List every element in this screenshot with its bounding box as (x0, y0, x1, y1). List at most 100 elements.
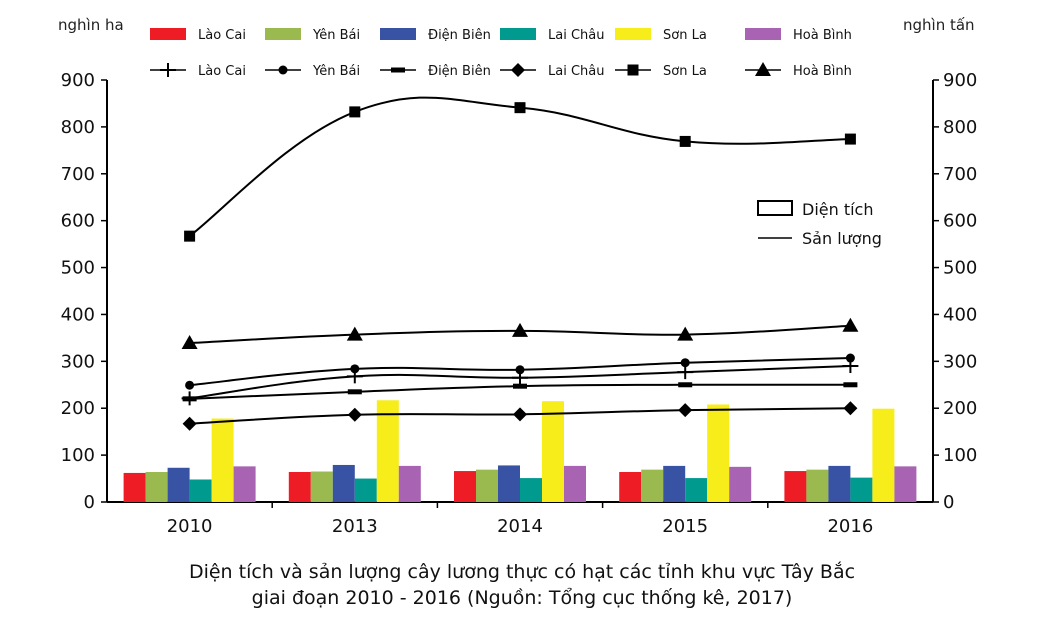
category-label: 2013 (332, 516, 378, 537)
point-lai-chau-2010 (182, 416, 197, 431)
bar-dien-bien-2013 (332, 464, 355, 502)
point-lao-cai-2015 (677, 365, 694, 380)
marker-part (347, 407, 362, 422)
bar-lai-chau-2016 (850, 477, 873, 502)
point-yen-bai-2016 (845, 353, 855, 363)
left-tick-label: 0 (84, 492, 95, 513)
legend-label-hoa-binh: Hoà Bình (793, 28, 852, 43)
right-tick-label: 700 (943, 164, 977, 185)
plot-area: 0 100 200 300 400 500 600 700 800 900 0 100 200 300 40… (61, 70, 978, 537)
bar-yen-bai-2015 (641, 469, 664, 502)
point-dien-bien-2010 (182, 396, 197, 402)
right-tick-label: 500 (943, 258, 977, 279)
legend-line-label-yen-bai: Yên Bái (312, 64, 360, 79)
point-dien-bien-2013 (347, 389, 362, 395)
left-tick-label: 800 (61, 117, 95, 138)
legend-swatch-dien-bien (380, 28, 416, 40)
left-tick-label: 700 (61, 164, 95, 185)
marker-part (844, 133, 856, 145)
bar-yen-bai-2016 (806, 469, 829, 502)
bar-lao-cai-2015 (619, 471, 642, 502)
legend-marker-dien-bien (391, 67, 405, 73)
legend-label-dien-bien: Điện Biên (428, 28, 491, 43)
point-lai-chau-2016 (843, 401, 858, 416)
category-label: 2015 (662, 516, 708, 537)
point-yen-bai-2010 (185, 380, 195, 390)
marker-part (349, 106, 361, 118)
category-label: 2010 (167, 516, 213, 537)
marker-part (514, 102, 526, 114)
legend-line-label-lao-cai: Lào Cai (198, 64, 246, 79)
point-dien-bien-2015 (678, 382, 693, 388)
marker-part (278, 65, 288, 75)
point-yen-bai-2015 (680, 358, 690, 368)
bar-lao-cai-2013 (288, 471, 311, 502)
legend-line-label-son-la: Sơn La (663, 64, 707, 79)
point-son-la-2015 (679, 135, 691, 147)
point-hoa-binh-2014 (512, 322, 528, 337)
bar-dien-bien-2014 (498, 465, 520, 502)
point-son-la-2016 (844, 133, 856, 145)
marker-part (678, 382, 693, 388)
left-tick-label: 100 (61, 445, 95, 466)
marker-part (350, 364, 360, 374)
marker-part (346, 326, 363, 341)
type-legend-area-swatch (757, 200, 793, 216)
right-tick-label: 100 (943, 445, 977, 466)
left-tick-label: 600 (61, 211, 95, 232)
legend: Lào Cai Yên Bái Điện Biên Lai Châu Sơn La Hoà… (150, 28, 852, 79)
marker-part (512, 322, 528, 337)
point-lai-chau-2014 (513, 407, 527, 422)
marker-part (185, 380, 195, 390)
bar-yen-bai-2010 (145, 471, 168, 502)
right-tick-label: 900 (943, 70, 977, 91)
bar-lai-chau-2013 (354, 478, 377, 502)
right-tick-label: 800 (943, 117, 977, 138)
point-dien-bien-2014 (513, 383, 527, 389)
bar-lai-chau-2015 (685, 478, 708, 502)
bar-hoa-binh-2014 (564, 465, 586, 502)
type-legend-area-label: Diện tích (802, 200, 874, 219)
point-hoa-binh-2016 (842, 317, 859, 332)
legend-label-son-la: Sơn La (663, 28, 707, 43)
marker-part (627, 64, 639, 76)
point-yen-bai-2014 (515, 365, 525, 375)
point-dien-bien-2016 (843, 382, 858, 388)
bar-dien-bien-2010 (167, 467, 190, 502)
bar-hoa-binh-2013 (398, 465, 421, 502)
right-tick-label: 0 (943, 492, 954, 513)
left-axis-unit-label: nghìn ha (58, 16, 124, 34)
marker-part (843, 382, 858, 388)
bar-lao-cai-2010 (123, 472, 146, 502)
point-hoa-binh-2015 (677, 326, 694, 341)
bar-son-la-2016 (872, 408, 895, 502)
legend-line-label-dien-bien: Điện Biên (428, 64, 491, 79)
bar-dien-bien-2016 (828, 465, 851, 502)
marker-part (182, 416, 197, 431)
bar-son-la-2013 (376, 400, 399, 502)
bar-lao-cai-2016 (784, 471, 807, 502)
point-son-la-2010 (184, 230, 196, 242)
marker-part (515, 365, 525, 375)
point-lai-chau-2015 (678, 403, 693, 418)
type-legend-production-label: Sản lượng (802, 229, 882, 248)
legend-label-lao-cai: Lào Cai (198, 28, 246, 43)
bar-lao-cai-2014 (454, 471, 476, 502)
marker-part (845, 353, 855, 363)
marker-part (680, 358, 690, 368)
point-hoa-binh-2013 (346, 326, 363, 341)
left-tick-label: 500 (61, 258, 95, 279)
marker-part (513, 407, 527, 422)
left-tick-label: 400 (61, 304, 95, 325)
point-son-la-2013 (349, 106, 361, 118)
chart-subtitle: giai đoạn 2010 - 2016 (Nguồn: Tổng cục t… (252, 587, 793, 609)
bar-son-la-2014 (542, 401, 564, 502)
marker-part (755, 62, 771, 76)
bar-yen-bai-2014 (476, 469, 498, 502)
line-son-la (188, 96, 851, 237)
bar-lai-chau-2010 (189, 479, 212, 502)
legend-line-label-lai-chau: Lai Châu (548, 64, 604, 79)
bar-son-la-2015 (707, 404, 730, 502)
